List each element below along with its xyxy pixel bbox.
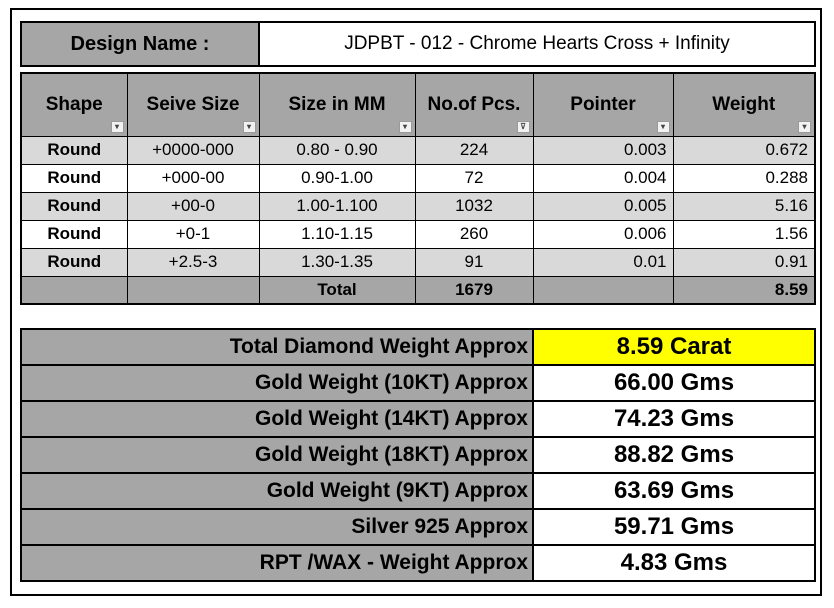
summary-value-highlighted[interactable]: 8.59 Carat [532, 328, 816, 366]
filter-dropdown-icon[interactable]: ▾ [398, 120, 412, 133]
summary-row-gold-14kt: Gold Weight (14KT) Approx 74.23 Gms [20, 400, 816, 438]
total-empty-cell[interactable] [532, 275, 674, 305]
cell-seive-size[interactable]: +0-1 [126, 219, 260, 249]
summary-value[interactable]: 88.82 Gms [532, 436, 816, 474]
summary-label[interactable]: Gold Weight (14KT) Approx [20, 400, 534, 438]
cell-pcs[interactable]: 224 [414, 135, 534, 165]
cell-pcs[interactable]: 72 [414, 163, 534, 193]
summary-row-gold-18kt: Gold Weight (18KT) Approx 88.82 Gms [20, 436, 816, 474]
cell-pointer[interactable]: 0.004 [532, 163, 674, 193]
cell-weight[interactable]: 0.288 [672, 163, 816, 193]
cell-shape[interactable]: Round [20, 135, 128, 165]
cell-shape[interactable]: Round [20, 191, 128, 221]
total-weight[interactable]: 8.59 [672, 275, 816, 305]
col-header-label: Seive Size [146, 93, 240, 115]
col-header-pcs[interactable]: No.of Pcs. ⊽ [414, 72, 534, 137]
summary-label[interactable]: Gold Weight (18KT) Approx [20, 436, 534, 474]
cell-seive-size[interactable]: +2.5-3 [126, 247, 260, 277]
summary-label[interactable]: RPT /WAX - Weight Approx [20, 544, 534, 582]
filter-dropdown-icon[interactable]: ▾ [798, 120, 811, 133]
stones-header-row: Shape ▾ Seive Size ▾ Size in MM ▾ No.of Pcs… [20, 72, 816, 137]
summary-row-silver: Silver 925 Approx 59.71 Gms [20, 508, 816, 546]
table-row: Round +0-1 1.10-1.15 260 0.006 1.56 [20, 219, 816, 249]
filter-dropdown-icon[interactable]: ▾ [110, 120, 124, 133]
cell-weight[interactable]: 5.16 [672, 191, 816, 221]
cell-weight[interactable]: 1.56 [672, 219, 816, 249]
table-row: Round +000-00 0.90-1.00 72 0.004 0.288 [20, 163, 816, 193]
col-header-weight[interactable]: Weight ▾ [672, 72, 816, 137]
cell-size-mm[interactable]: 1.00-1.100 [258, 191, 416, 221]
cell-seive-size[interactable]: +0000-000 [126, 135, 260, 165]
total-label[interactable]: Total [258, 275, 416, 305]
col-header-label: Shape [45, 93, 103, 115]
cell-pcs[interactable]: 1032 [414, 191, 534, 221]
summary-label[interactable]: Gold Weight (9KT) Approx [20, 472, 534, 510]
design-name-value[interactable]: JDPBT - 012 - Chrome Hearts Cross + Infi… [258, 21, 816, 67]
design-name-table: Design Name : JDPBT - 012 - Chrome Heart… [20, 21, 816, 67]
cell-size-mm[interactable]: 0.80 - 0.90 [258, 135, 416, 165]
cell-weight[interactable]: 0.91 [672, 247, 816, 277]
col-header-label: No.of Pcs. [427, 93, 521, 115]
total-pcs[interactable]: 1679 [414, 275, 534, 305]
summary-value[interactable]: 63.69 Gms [532, 472, 816, 510]
cell-shape[interactable]: Round [20, 219, 128, 249]
table-row: Round +0000-000 0.80 - 0.90 224 0.003 0.… [20, 135, 816, 165]
cell-seive-size[interactable]: +000-00 [126, 163, 260, 193]
cell-pcs[interactable]: 260 [414, 219, 534, 249]
cell-size-mm[interactable]: 0.90-1.00 [258, 163, 416, 193]
cell-weight[interactable]: 0.672 [672, 135, 816, 165]
filter-dropdown-icon[interactable]: ▾ [656, 120, 670, 133]
summary-value[interactable]: 4.83 Gms [532, 544, 816, 582]
cell-pcs[interactable]: 91 [414, 247, 534, 277]
table-row: Round +2.5-3 1.30-1.35 91 0.01 0.91 [20, 247, 816, 277]
summary-row-diamond: Total Diamond Weight Approx 8.59 Carat [20, 328, 816, 366]
total-empty-cell[interactable] [126, 275, 260, 305]
col-header-label: Pointer [570, 93, 636, 115]
col-header-label: Weight [712, 93, 776, 115]
stones-table: Shape ▾ Seive Size ▾ Size in MM ▾ No.of Pcs… [20, 72, 816, 305]
summary-value[interactable]: 59.71 Gms [532, 508, 816, 546]
design-name-label: Design Name : [20, 21, 260, 67]
cell-pointer[interactable]: 0.006 [532, 219, 674, 249]
summary-value[interactable]: 66.00 Gms [532, 364, 816, 402]
summary-row-gold-10kt: Gold Weight (10KT) Approx 66.00 Gms [20, 364, 816, 402]
cell-pointer[interactable]: 0.005 [532, 191, 674, 221]
total-row: Total 1679 8.59 [20, 275, 816, 305]
summary-row-gold-9kt: Gold Weight (9KT) Approx 63.69 Gms [20, 472, 816, 510]
cell-pointer[interactable]: 0.01 [532, 247, 674, 277]
summary-row-wax: RPT /WAX - Weight Approx 4.83 Gms [20, 544, 816, 582]
summary-label[interactable]: Gold Weight (10KT) Approx [20, 364, 534, 402]
col-header-shape[interactable]: Shape ▾ [20, 72, 128, 137]
cell-pointer[interactable]: 0.003 [532, 135, 674, 165]
cell-shape[interactable]: Round [20, 247, 128, 277]
col-header-size-mm[interactable]: Size in MM ▾ [258, 72, 416, 137]
col-header-seive-size[interactable]: Seive Size ▾ [126, 72, 260, 137]
summary-value[interactable]: 74.23 Gms [532, 400, 816, 438]
cell-size-mm[interactable]: 1.10-1.15 [258, 219, 416, 249]
table-row: Round +00-0 1.00-1.100 1032 0.005 5.16 [20, 191, 816, 221]
col-header-label: Size in MM [288, 93, 386, 115]
cell-size-mm[interactable]: 1.30-1.35 [258, 247, 416, 277]
summary-label[interactable]: Silver 925 Approx [20, 508, 534, 546]
total-empty-cell[interactable] [20, 275, 128, 305]
col-header-pointer[interactable]: Pointer ▾ [532, 72, 674, 137]
summary-label[interactable]: Total Diamond Weight Approx [20, 328, 534, 366]
filter-dropdown-icon[interactable]: ▾ [242, 120, 256, 133]
cell-seive-size[interactable]: +00-0 [126, 191, 260, 221]
weight-summary-table: Total Diamond Weight Approx 8.59 Carat G… [20, 328, 816, 582]
filter-active-icon[interactable]: ⊽ [516, 120, 530, 133]
cell-shape[interactable]: Round [20, 163, 128, 193]
